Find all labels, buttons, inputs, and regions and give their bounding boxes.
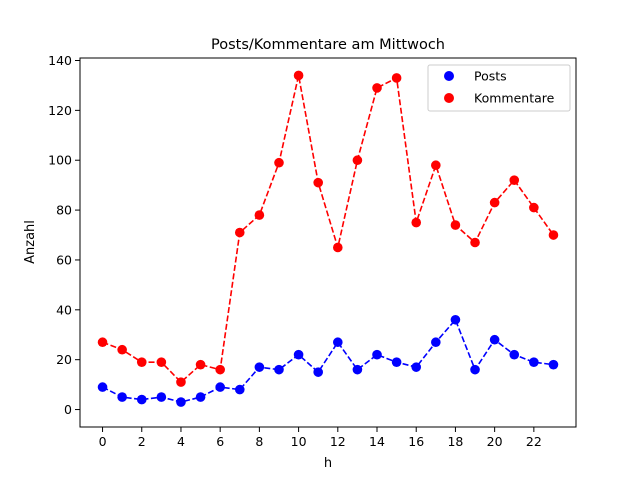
plot-area — [97, 70, 559, 407]
data-point-kommentare — [470, 237, 480, 248]
data-point-kommentare — [234, 227, 245, 238]
data-point-posts — [529, 357, 539, 367]
data-point-posts — [234, 384, 245, 395]
x-tick-label: 20 — [487, 434, 503, 449]
data-point-kommentare — [489, 197, 500, 208]
data-point-kommentare — [215, 364, 225, 375]
x-tick-label: 8 — [255, 434, 263, 449]
data-point-posts — [450, 314, 461, 325]
data-point-kommentare — [176, 377, 186, 387]
data-point-kommentare — [450, 220, 461, 230]
x-tick-label: 4 — [177, 434, 185, 449]
data-point-posts — [274, 364, 284, 375]
x-tick-label: 2 — [138, 434, 146, 449]
data-point-posts — [313, 367, 323, 377]
data-point-kommentare — [352, 155, 363, 166]
data-point-kommentare — [391, 73, 402, 83]
data-point-posts — [489, 334, 500, 345]
data-point-kommentare — [509, 175, 520, 185]
data-point-kommentare — [548, 230, 559, 240]
legend-label-kommentare: Kommentare — [474, 91, 555, 106]
y-tick-label: 60 — [56, 252, 72, 267]
data-point-posts — [372, 349, 382, 360]
data-point-kommentare — [156, 357, 167, 367]
data-point-kommentare — [333, 242, 343, 253]
data-point-posts — [293, 349, 304, 360]
chart-title: Posts/Kommentare am Mittwoch — [211, 37, 445, 53]
data-point-posts — [136, 394, 147, 405]
legend-label-posts: Posts — [474, 69, 507, 84]
data-point-posts — [391, 357, 402, 367]
data-point-kommentare — [411, 217, 422, 228]
x-tick-label: 14 — [369, 434, 385, 449]
data-point-kommentare — [529, 202, 539, 213]
data-point-kommentare — [97, 337, 108, 348]
data-point-kommentare — [117, 344, 127, 355]
x-tick-label: 10 — [291, 434, 307, 449]
data-point-posts — [254, 362, 265, 372]
data-point-kommentare — [372, 83, 382, 93]
data-point-kommentare — [274, 157, 284, 168]
series-line-posts — [102, 318, 554, 403]
data-point-posts — [156, 392, 167, 402]
data-point-posts — [176, 397, 186, 407]
x-tick-label: 12 — [330, 434, 346, 449]
legend-box — [427, 64, 571, 112]
data-point-posts — [470, 364, 480, 375]
y-axis-ticks: 0 20 40 60 80 100 120 140 — [48, 53, 80, 417]
legend-marker-posts — [444, 71, 454, 81]
data-point-posts — [117, 392, 127, 402]
data-point-kommentare — [313, 177, 323, 188]
y-axis-label: Anzahl — [23, 220, 38, 264]
data-point-posts — [509, 349, 520, 360]
x-tick-label: 0 — [99, 434, 107, 449]
data-point-posts — [215, 382, 225, 392]
axes-frame — [79, 57, 577, 428]
series-line-kommentare — [102, 75, 555, 384]
data-point-kommentare — [431, 160, 441, 171]
y-tick-label: 100 — [48, 153, 72, 168]
data-point-kommentare — [195, 359, 206, 370]
data-point-posts — [431, 337, 441, 348]
data-point-kommentare — [254, 210, 265, 220]
x-axis-label: h — [324, 456, 332, 471]
y-tick-label: 80 — [56, 203, 72, 218]
y-tick-label: 120 — [48, 103, 72, 118]
data-point-posts — [352, 364, 363, 375]
data-point-posts — [411, 362, 422, 372]
y-tick-label: 140 — [48, 53, 72, 68]
y-tick-label: 20 — [56, 352, 72, 367]
y-tick-label: 40 — [56, 302, 72, 317]
legend-marker-kommentare — [444, 93, 454, 103]
data-point-posts — [548, 359, 559, 370]
data-point-kommentare — [293, 70, 304, 81]
data-point-kommentare — [136, 357, 147, 367]
x-tick-label: 6 — [216, 434, 224, 449]
x-axis-ticks: 0 2 4 6 8 10 12 14 16 18 20 22 — [99, 427, 542, 449]
data-point-posts — [333, 337, 343, 348]
data-point-posts — [97, 382, 108, 392]
y-tick-label: 0 — [64, 402, 72, 417]
data-point-posts — [195, 392, 206, 402]
x-tick-label: 16 — [408, 434, 424, 449]
x-tick-label: 18 — [447, 434, 463, 449]
x-tick-label: 22 — [526, 434, 542, 449]
legend: Posts Kommentare — [427, 64, 571, 112]
